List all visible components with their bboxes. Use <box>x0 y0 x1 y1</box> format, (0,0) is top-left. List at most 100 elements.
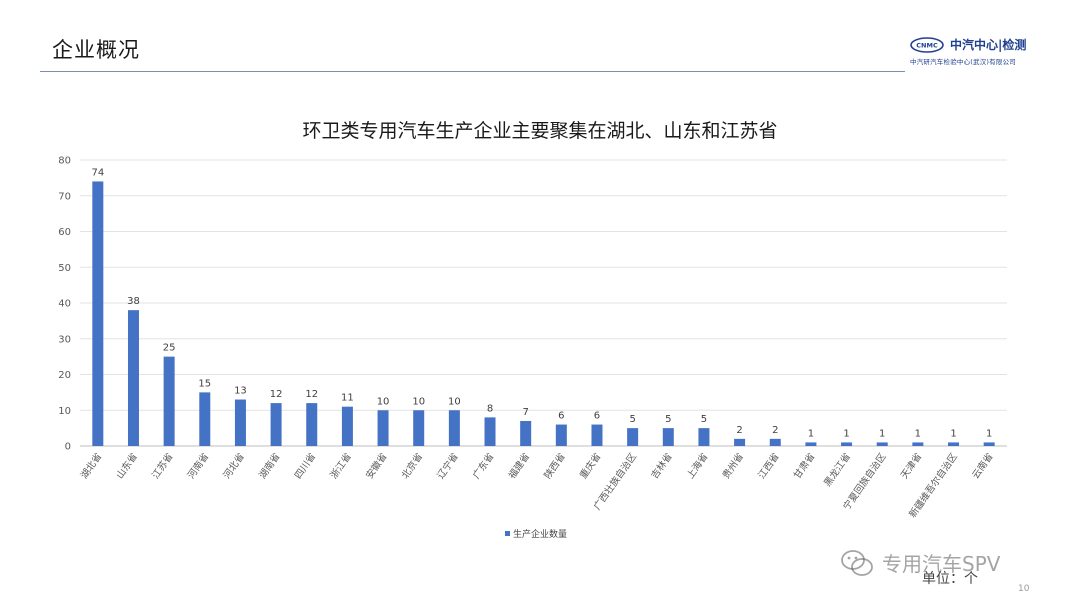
data-label: 6 <box>594 411 600 422</box>
x-tick-label: 河北省 <box>221 451 247 481</box>
unit-label: 单位：个 <box>922 571 978 587</box>
data-label: 12 <box>305 389 318 400</box>
y-tick-label: 0 <box>65 442 71 453</box>
data-label: 2 <box>772 425 778 436</box>
x-tick-label: 湖南省 <box>256 451 282 481</box>
bar <box>448 410 460 446</box>
x-tick-label: 北京省 <box>399 451 425 481</box>
data-label: 38 <box>127 296 140 307</box>
data-label: 1 <box>986 428 992 439</box>
data-label: 1 <box>843 428 849 439</box>
y-axis-ticks: 0 10 20 30 40 50 60 70 80 <box>58 156 71 453</box>
data-label: 1 <box>808 428 814 439</box>
data-label: 1 <box>915 428 921 439</box>
page-number: 10 <box>1018 584 1030 594</box>
legend-swatch <box>505 531 510 536</box>
data-label: 74 <box>91 167 104 178</box>
cnmc-logo-icon: CNMC <box>910 36 944 53</box>
bar <box>698 428 710 446</box>
chart-title: 环卫类专用汽车生产企业主要聚集在湖北、山东和江苏省 <box>302 120 777 142</box>
y-tick-label: 30 <box>58 334 71 345</box>
data-label: 12 <box>270 389 283 400</box>
bar <box>805 442 817 446</box>
y-tick-label: 50 <box>58 263 71 274</box>
brand-block: CNMC 中汽中心|检测 中汽研汽车检验中心(武汉)有限公司 <box>910 36 1040 66</box>
x-tick-label: 辽宁省 <box>435 451 461 481</box>
x-tick-label: 陕西省 <box>542 451 568 481</box>
y-tick-label: 70 <box>58 191 71 202</box>
bar <box>627 428 639 446</box>
y-tick-label: 20 <box>58 370 71 381</box>
x-tick-label: 黑龙江省 <box>821 451 853 489</box>
bar <box>841 442 853 446</box>
x-tick-label: 湖北省 <box>78 451 104 481</box>
y-tick-label: 60 <box>58 227 71 238</box>
data-label: 1 <box>950 428 956 439</box>
data-label: 5 <box>665 414 671 425</box>
data-label: 15 <box>198 378 211 389</box>
x-tick-label: 云南省 <box>969 451 995 481</box>
data-label: 10 <box>377 396 390 407</box>
data-label: 25 <box>163 343 176 354</box>
grid-lines <box>80 159 1007 447</box>
data-label: 5 <box>701 414 707 425</box>
x-tick-label: 四川省 <box>292 451 318 481</box>
watermark: 专用汽车SPV <box>840 548 1000 577</box>
legend-label: 生产企业数量 <box>513 528 567 540</box>
x-tick-label: 安徽省 <box>363 451 389 481</box>
bars <box>92 181 995 446</box>
data-label: 2 <box>736 425 742 436</box>
x-tick-label: 甘肃省 <box>791 451 817 481</box>
bar <box>662 428 674 446</box>
brand-name: 中汽中心|检测 <box>950 38 1027 52</box>
x-tick-label: 山东省 <box>114 451 140 481</box>
x-tick-label: 广东省 <box>470 451 496 481</box>
data-label: 7 <box>522 407 528 418</box>
x-tick-label: 天津省 <box>898 451 924 481</box>
data-label: 6 <box>558 411 564 422</box>
bar <box>377 410 389 446</box>
bar <box>199 392 211 446</box>
x-tick-label: 江西省 <box>756 451 782 481</box>
x-axis-ticks: 湖北省 山东省 江苏省 河南省 河北省 湖南省 四川省 浙江省 安徽省 北京省 辽宁省 广东省 福建省陕… <box>78 450 996 520</box>
data-label: 10 <box>412 396 425 407</box>
x-tick-label: 河南省 <box>185 451 211 481</box>
bar <box>484 417 496 446</box>
bar <box>555 424 567 446</box>
bar <box>983 442 995 446</box>
bar <box>92 181 104 446</box>
y-tick-label: 40 <box>58 299 71 310</box>
bar <box>163 356 175 446</box>
bar <box>591 424 603 446</box>
y-tick-label: 10 <box>58 406 71 417</box>
watermark-text: 专用汽车SPV <box>882 552 1001 576</box>
bar <box>520 420 532 446</box>
x-tick-label: 江苏省 <box>149 451 175 481</box>
bar <box>876 442 888 446</box>
data-label: 13 <box>234 386 247 397</box>
bar <box>341 406 353 446</box>
data-label: 1 <box>879 428 885 439</box>
data-label: 11 <box>341 393 354 404</box>
chart-legend: 生产企业数量 <box>505 528 567 540</box>
x-tick-label: 吉林省 <box>649 451 675 481</box>
bar <box>413 410 425 446</box>
x-tick-label: 浙江省 <box>328 451 354 481</box>
title-divider <box>40 71 905 72</box>
brand-subtitle: 中汽研汽车检验中心(武汉)有限公司 <box>910 58 1016 66</box>
data-label: 5 <box>629 414 635 425</box>
bar <box>734 438 746 446</box>
wechat-icon <box>841 549 873 576</box>
slide-title: 企业概况 <box>52 38 140 62</box>
data-label: 8 <box>487 403 493 414</box>
bar <box>306 403 318 446</box>
bar <box>127 310 139 446</box>
x-tick-label: 福建省 <box>506 451 532 481</box>
bar <box>948 442 960 446</box>
bar <box>769 438 781 446</box>
x-tick-label: 上海省 <box>684 451 710 481</box>
bar <box>234 399 246 446</box>
svg-text:CNMC: CNMC <box>916 41 938 49</box>
